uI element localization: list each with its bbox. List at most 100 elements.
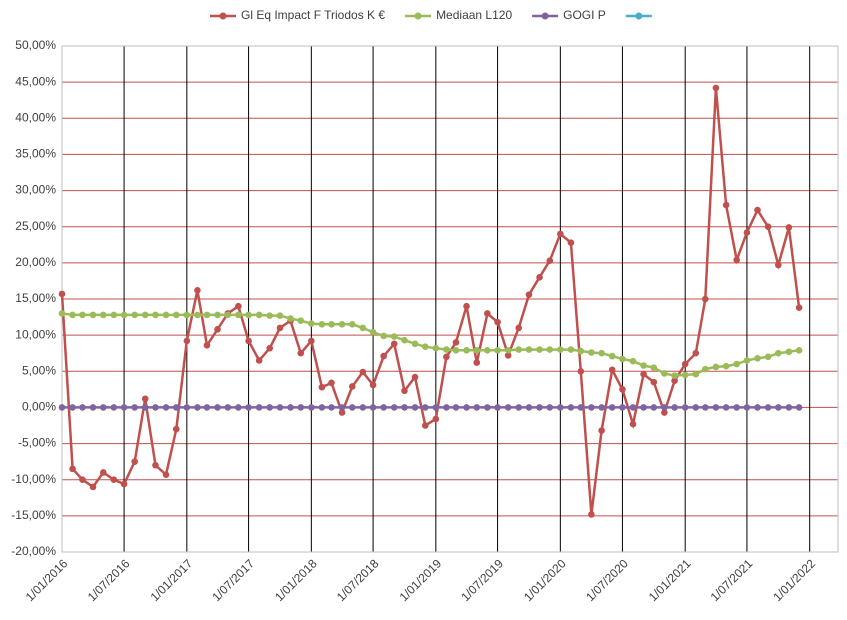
data-point (131, 458, 138, 465)
data-point (245, 337, 252, 345)
data-point (567, 239, 575, 246)
y-tick-label: 45,00% (15, 74, 56, 88)
data-point (473, 359, 481, 366)
data-point (380, 332, 387, 340)
x-tick-label: 1/01/2016 (23, 556, 71, 604)
data-point (172, 425, 180, 433)
data-point (795, 404, 803, 411)
data-point (640, 362, 647, 369)
data-point (99, 404, 107, 411)
data-point (421, 404, 429, 411)
data-point (588, 404, 595, 411)
x-tick-label: 1/01/2017 (148, 556, 196, 604)
data-point (473, 404, 481, 411)
y-tick-label: 5,00% (22, 363, 56, 377)
data-point (619, 386, 626, 393)
data-point (650, 364, 658, 371)
y-tick-label: 25,00% (15, 219, 56, 233)
data-point (214, 311, 221, 319)
data-point (722, 362, 730, 370)
data-point (743, 404, 751, 411)
x-tick-label: 1/07/2019 (458, 556, 506, 604)
data-point (194, 311, 201, 319)
data-point (348, 404, 356, 411)
y-tick-label: 30,00% (15, 183, 56, 197)
data-point (432, 344, 440, 352)
data-point (380, 352, 387, 360)
data-point (671, 372, 678, 379)
y-tick-label: -20,00% (11, 544, 56, 558)
data-point (712, 363, 720, 371)
data-point (152, 461, 159, 469)
data-point (89, 404, 97, 411)
data-point (681, 371, 689, 379)
data-point (681, 360, 689, 368)
data-point (494, 404, 501, 411)
data-point (194, 404, 201, 411)
data-point (743, 357, 751, 364)
legend-marker (541, 12, 549, 20)
legend-label: GOGI P (563, 8, 606, 22)
data-point (162, 471, 170, 478)
data-point (432, 415, 440, 423)
data-point (494, 347, 501, 354)
data-point (619, 404, 626, 411)
data-point (588, 349, 595, 356)
data-point (463, 404, 470, 411)
data-point (504, 404, 512, 411)
data-point (775, 261, 782, 269)
data-point (411, 404, 419, 411)
data-point (194, 287, 201, 294)
x-tick-label: 1/01/2022 (770, 556, 818, 604)
data-point (702, 295, 709, 303)
data-point (795, 347, 803, 354)
data-point (411, 340, 419, 348)
data-point (661, 404, 668, 411)
data-point (650, 378, 658, 386)
data-point (308, 404, 315, 411)
data-point (733, 256, 740, 264)
data-point (369, 381, 377, 389)
data-point (557, 230, 564, 238)
data-point (567, 404, 575, 411)
data-point (276, 312, 284, 319)
legend: Gl Eq Impact F Triodos K € Mediaan L120 GO… (210, 8, 652, 22)
data-point (452, 404, 460, 411)
data-point (702, 404, 709, 411)
data-point (328, 379, 335, 387)
data-point (463, 347, 470, 354)
legend-marker (414, 12, 422, 20)
y-tick-label: -15,00% (11, 508, 56, 522)
plot (58, 84, 803, 518)
data-point (214, 404, 221, 411)
data-point (722, 201, 730, 209)
legend-item (625, 12, 652, 20)
data-point (58, 290, 66, 298)
data-point (214, 326, 221, 333)
data-point (743, 229, 751, 236)
x-tick-label: 1/01/2018 (272, 556, 320, 604)
data-point (224, 311, 232, 319)
legend-item: Mediaan L120 (405, 8, 512, 22)
axes: -20,00% -15,00% -10,00% -5,00% 0,00% 5,00% 10,… (11, 38, 818, 604)
data-point (58, 310, 66, 317)
data-point (421, 343, 429, 351)
data-point (172, 404, 180, 411)
data-point (69, 311, 76, 319)
data-point (297, 404, 305, 411)
data-point (276, 324, 284, 332)
data-point (504, 347, 512, 354)
data-point (411, 373, 419, 381)
data-point (348, 383, 356, 390)
data-point (504, 352, 512, 359)
data-point (692, 370, 700, 378)
y-tick-label: -5,00% (18, 436, 56, 450)
data-point (287, 315, 294, 322)
data-point (79, 404, 86, 411)
data-point (338, 321, 346, 328)
data-point (629, 404, 637, 411)
data-point (69, 465, 76, 473)
data-point (203, 404, 211, 411)
data-point (494, 318, 501, 326)
data-point (89, 311, 97, 319)
